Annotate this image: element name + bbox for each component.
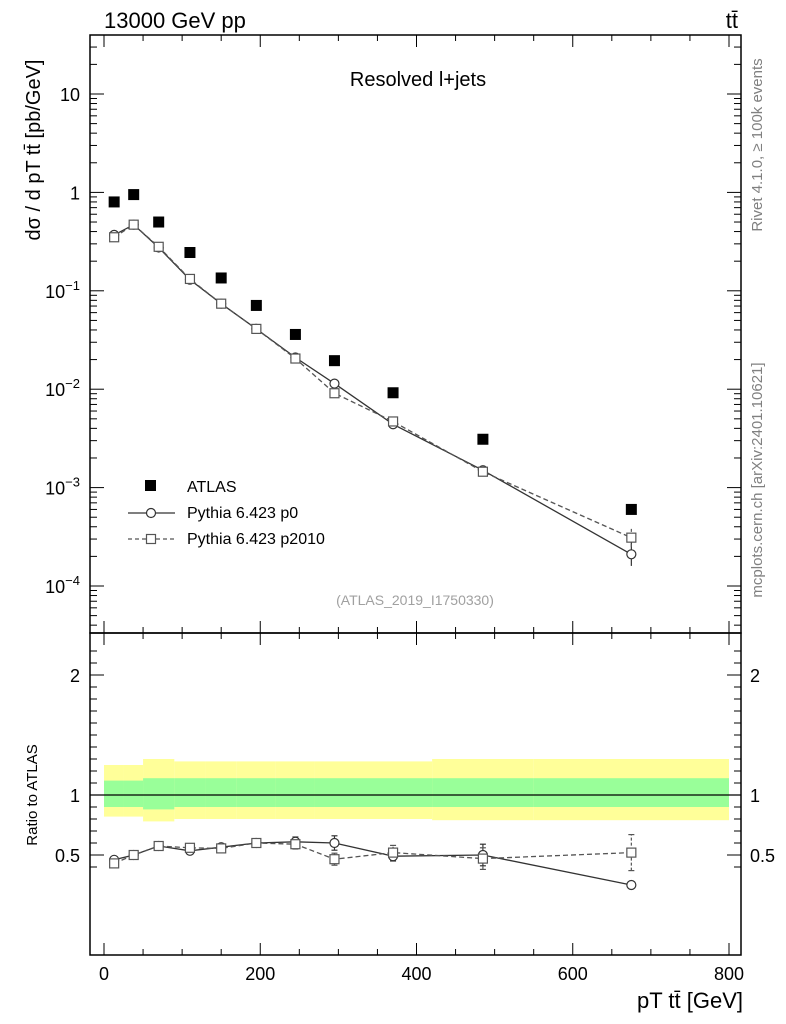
legend: ATLAS Pythia 6.423 p0 Pythia 6.423 p2010 bbox=[128, 479, 325, 548]
atlas-point bbox=[128, 189, 140, 201]
y-main-tick-label: 10 bbox=[60, 85, 80, 105]
main-series-points bbox=[108, 189, 637, 560]
atlas-point bbox=[215, 272, 227, 284]
y-main-tick-label: 10−3 bbox=[45, 475, 80, 499]
y-main-tick-label: 10−2 bbox=[45, 376, 80, 400]
legend-p2010-marker bbox=[145, 533, 157, 545]
band-inner bbox=[123, 780, 144, 807]
band-inner bbox=[236, 778, 276, 807]
p2010-point bbox=[626, 532, 637, 543]
p2010-point bbox=[251, 323, 262, 335]
x-tick-label: 200 bbox=[245, 964, 275, 984]
band-inner bbox=[275, 778, 315, 807]
energy-label: 13000 GeV pp bbox=[104, 8, 246, 33]
legend-p2010-label: Pythia 6.423 p2010 bbox=[187, 531, 325, 548]
ratio-panel-frame bbox=[89, 632, 742, 956]
legend-p0-marker bbox=[145, 507, 157, 519]
x-tick-label: 400 bbox=[401, 964, 431, 984]
x-axis-label: pT tt̄ [GeV] bbox=[637, 988, 743, 1013]
legend-atlas-marker bbox=[145, 480, 156, 491]
band-inner bbox=[314, 778, 354, 807]
p0-point bbox=[626, 549, 637, 560]
p0-point bbox=[329, 378, 340, 389]
band-inner bbox=[432, 778, 534, 807]
atlas-point bbox=[387, 387, 399, 399]
p2010-point bbox=[290, 353, 301, 364]
ratio-p2010-point bbox=[626, 847, 637, 858]
band-inner bbox=[533, 778, 729, 807]
p2010-point bbox=[184, 273, 196, 285]
atlas-point bbox=[153, 216, 165, 228]
atlas-point bbox=[477, 433, 489, 445]
band-inner bbox=[143, 778, 175, 810]
x-tick-label: 600 bbox=[558, 964, 588, 984]
y-ratio-label: Ratio to ATLAS bbox=[24, 744, 41, 845]
ratio-series-lines bbox=[111, 833, 635, 886]
legend-p0-label: Pythia 6.423 p0 bbox=[187, 505, 298, 522]
ratio-p0-point bbox=[329, 837, 340, 849]
p2010-point bbox=[387, 416, 399, 427]
y-main-label: dσ / d pT tt̄ [pb/GeV] bbox=[23, 60, 45, 241]
x-tick-label: 0 bbox=[99, 964, 109, 984]
band-inner bbox=[104, 780, 124, 807]
process-label: tt̄ bbox=[726, 8, 738, 33]
rivet-label: Rivet 4.1.0, ≥ 100k events bbox=[749, 58, 766, 231]
ratio-p2010-point bbox=[251, 837, 262, 849]
analysis-id: (ATLAS_2019_I1750330) bbox=[336, 592, 494, 608]
ratio-p2010-point bbox=[329, 854, 340, 865]
ratio-y-tick-label-left: 2 bbox=[70, 666, 80, 686]
y-main-tick-label: 10−4 bbox=[45, 573, 80, 597]
ratio-y-tick-label-right: 0.5 bbox=[750, 846, 775, 866]
ratio-p2010-point bbox=[153, 840, 164, 852]
atlas-point bbox=[250, 299, 262, 311]
ratio-p2010-point bbox=[109, 858, 120, 869]
band-inner bbox=[205, 778, 237, 807]
ratio-y-tick-label-left: 0.5 bbox=[55, 846, 80, 866]
x-tick-label: 800 bbox=[714, 964, 744, 984]
ratio-p2010-point bbox=[128, 849, 139, 861]
ratio-p2010-point bbox=[184, 842, 196, 853]
band-inner bbox=[354, 778, 433, 807]
ratio-y-tick-label-right: 1 bbox=[750, 786, 760, 806]
atlas-point bbox=[328, 355, 340, 367]
p2010-point bbox=[329, 388, 340, 399]
atlas-point bbox=[625, 503, 637, 515]
axis-ticks: 0 200 400 600 800 10 1 10−1 10−2 10−3 10−4 2 2 1 1 0.5 0… bbox=[45, 35, 775, 984]
ratio-y-tick-label-right: 2 bbox=[750, 666, 760, 686]
atlas-point bbox=[184, 247, 196, 259]
band-inner bbox=[174, 778, 206, 807]
p2010-point bbox=[109, 232, 120, 243]
ratio-p2010-point bbox=[290, 839, 301, 850]
ratio-p0-point bbox=[626, 879, 637, 891]
ratio-series-points bbox=[109, 836, 637, 891]
p2010-point bbox=[153, 241, 164, 252]
panel-title: Resolved l+jets bbox=[350, 69, 486, 91]
ratio-p2010-point bbox=[477, 853, 489, 864]
y-main-tick-label: 1 bbox=[70, 183, 80, 203]
p2010-point bbox=[128, 219, 139, 230]
y-main-tick-label: 10−1 bbox=[45, 278, 80, 302]
atlas-point bbox=[289, 328, 301, 340]
legend-atlas-label: ATLAS bbox=[187, 479, 237, 496]
ratio-p2010-point bbox=[387, 847, 399, 858]
ratio-y-tick-label-left: 1 bbox=[70, 786, 80, 806]
ratio-p2010-point bbox=[216, 843, 227, 854]
mcplots-label: mcplots.cern.ch [arXiv:2401.10621] bbox=[749, 362, 766, 597]
y-main-label-text: dσ / d pT tt̄ [pb/GeV] bbox=[23, 60, 45, 241]
p2010-point bbox=[477, 466, 489, 477]
p2010-point bbox=[216, 298, 227, 309]
atlas-point bbox=[108, 196, 120, 208]
ratio-uncertainty-bands bbox=[104, 759, 729, 822]
